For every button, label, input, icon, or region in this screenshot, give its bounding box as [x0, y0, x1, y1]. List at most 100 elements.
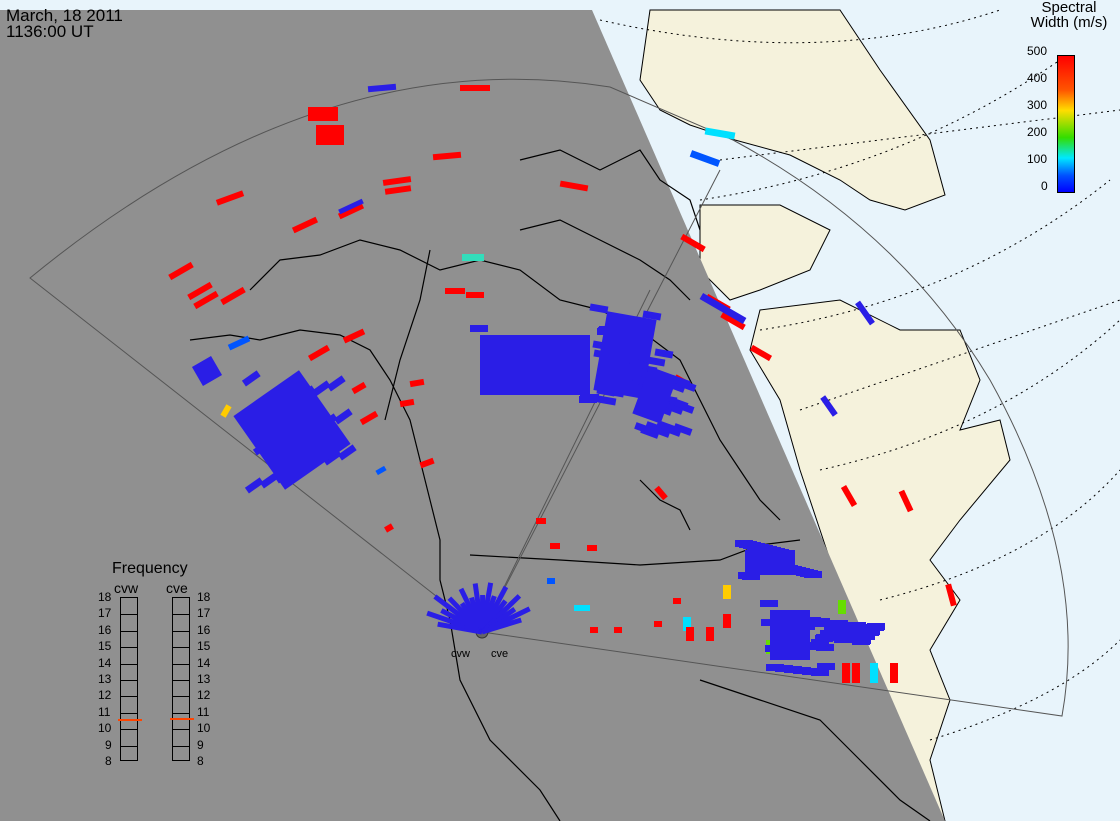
echo-cell — [547, 578, 555, 584]
echo-cell — [853, 637, 871, 644]
radar-site-label-west: cvw — [451, 648, 470, 660]
echo-cell — [706, 627, 714, 641]
frequency-gridline — [173, 696, 189, 698]
echo-cell — [582, 605, 590, 611]
frequency-scale-label: 13 — [98, 672, 112, 686]
frequency-scale-label: 11 — [197, 704, 210, 719]
coastlines — [189, 149, 931, 821]
frequency-scale-label: 15 — [197, 639, 211, 654]
echo-cell — [291, 216, 319, 234]
echo-cell — [645, 421, 665, 434]
echo-cell — [699, 292, 747, 325]
echo-cell — [723, 614, 731, 628]
time-label: 1136:00 UT — [6, 22, 94, 41]
frequency-scale-label: 14 — [197, 655, 211, 670]
echo-cell — [241, 370, 261, 387]
echo-cell — [587, 545, 597, 551]
echo-cell — [342, 328, 366, 344]
echo-cell — [857, 633, 875, 640]
frequency-marker — [118, 719, 142, 722]
frequency-gridline — [121, 745, 137, 747]
echo-cell — [191, 355, 223, 387]
echo-cell — [462, 254, 484, 261]
echo-cell — [855, 300, 875, 326]
frequency-gridline — [121, 647, 137, 649]
echo-cell — [460, 85, 490, 91]
echo-cell — [311, 380, 331, 397]
daylight-land — [639, 9, 1011, 821]
echo-cell — [867, 623, 885, 630]
echo-cell — [634, 422, 654, 435]
frequency-gridline — [173, 712, 189, 714]
echo-cell — [307, 344, 331, 362]
frequency-scale-label: 9 — [105, 737, 112, 752]
echo-cell — [654, 485, 668, 501]
echo-cell — [367, 83, 397, 93]
echo-cell — [432, 151, 462, 161]
radar-label-cvw: cvw — [114, 580, 139, 596]
echo-cell — [669, 397, 689, 410]
echo-cell — [308, 107, 338, 121]
echo-cell — [673, 598, 681, 604]
echo-cell — [399, 398, 415, 408]
frequency-scale-label: 10 — [197, 721, 211, 736]
echo-cell — [945, 583, 957, 607]
echo-cell — [338, 198, 364, 215]
frequency-gridline — [121, 696, 137, 698]
echo-cell — [720, 311, 746, 331]
echo-cluster — [480, 335, 590, 395]
grid-lines — [599, 9, 1120, 741]
echo-cell — [656, 420, 676, 433]
colorbar-tick: 300 — [1027, 98, 1048, 112]
echo-cell — [466, 292, 484, 298]
echo-cell — [830, 620, 848, 627]
echo-cell — [574, 605, 582, 611]
echo-cell — [359, 410, 379, 426]
echo-beam — [481, 617, 522, 635]
frequency-scale-label: 18 — [197, 590, 211, 604]
echo-cell — [220, 286, 246, 306]
frequency-marker — [170, 717, 194, 720]
echo-cell — [375, 465, 387, 476]
radar-label-cve: cve — [166, 580, 188, 596]
echo-cell — [244, 477, 264, 494]
colorbar-tick: 200 — [1027, 125, 1048, 139]
frequency-gridline — [173, 745, 189, 747]
frequency-scale-label: 18 — [98, 590, 112, 604]
echo-cell — [259, 472, 279, 489]
plot-header: March, 18 2011 1136:00 UT — [6, 7, 123, 41]
echo-cell — [820, 630, 838, 637]
frequency-scale-label: 13 — [197, 672, 211, 686]
echo-cell — [654, 621, 662, 627]
echo-cell — [825, 625, 843, 632]
echo-cell — [168, 261, 194, 281]
echo-cell — [579, 396, 597, 403]
echo-cell — [673, 423, 693, 436]
colorbar-tick: 0 — [1041, 179, 1048, 193]
echo-cell — [683, 617, 691, 631]
echo-cell — [384, 185, 412, 195]
echo-cell — [840, 484, 858, 508]
echo-cell — [470, 325, 488, 332]
echo-cell — [842, 663, 850, 683]
echo-cell — [333, 408, 353, 425]
frequency-gridline — [121, 630, 137, 632]
frequency-gridline — [121, 614, 137, 616]
echo-cell — [898, 489, 914, 513]
echo-cell — [810, 620, 828, 627]
frequency-gridline — [173, 680, 189, 681]
frequency-scale-label: 16 — [98, 622, 112, 637]
echo-cell — [742, 573, 760, 580]
echo-cell — [680, 233, 706, 253]
colorbar-title-line2: Width (m/s) — [1030, 14, 1108, 31]
echo-cell — [629, 357, 649, 370]
echo-cell — [834, 636, 852, 643]
frequency-scale-label: 12 — [98, 688, 112, 703]
frequency-scale-label: 15 — [98, 639, 112, 654]
frequency-scale-label: 16 — [197, 622, 211, 637]
echo-cell — [839, 631, 857, 638]
echo-cell — [337, 202, 365, 220]
frequency-scale-label: 17 — [98, 606, 112, 621]
